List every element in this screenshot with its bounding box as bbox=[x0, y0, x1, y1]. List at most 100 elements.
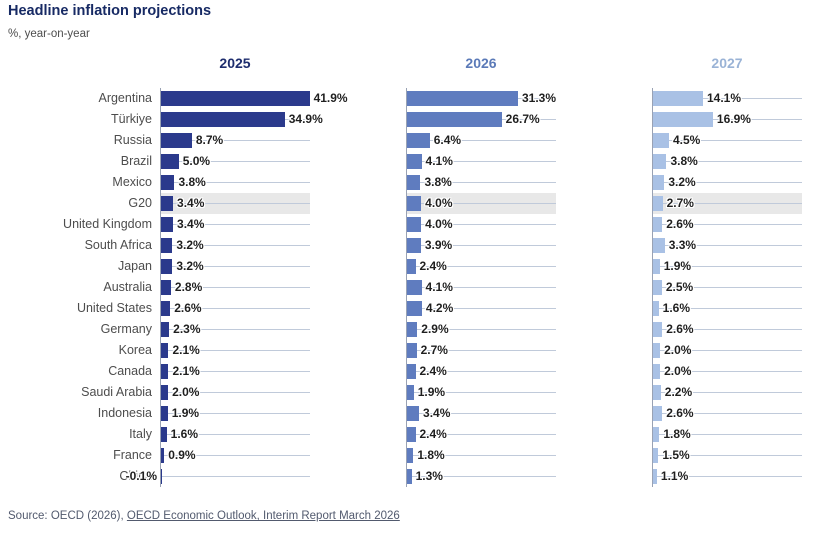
value-label-2027-g20: 2.7% bbox=[666, 196, 694, 210]
bar-2027-g20 bbox=[653, 196, 663, 211]
value-label-2027-canada: 2.0% bbox=[664, 364, 692, 378]
column-header-2025: 2025 bbox=[219, 55, 251, 71]
gridline bbox=[653, 119, 802, 120]
country-label-united-states: United States bbox=[76, 301, 152, 315]
bar-2026-united-states bbox=[407, 301, 422, 316]
value-label-2027-t-rkiye: 16.9% bbox=[716, 112, 751, 126]
value-label-2025-france: 0.9% bbox=[168, 448, 196, 462]
value-label-2025-korea: 2.1% bbox=[172, 343, 200, 357]
gridline bbox=[653, 161, 802, 162]
gridline bbox=[407, 140, 556, 141]
gridline bbox=[407, 308, 556, 309]
bar-2025-china bbox=[160, 469, 161, 484]
gridline bbox=[161, 140, 310, 141]
country-label-japan: Japan bbox=[117, 259, 152, 273]
gridline bbox=[407, 371, 556, 372]
value-label-2026-canada: 2.4% bbox=[419, 364, 447, 378]
gridline bbox=[407, 329, 556, 330]
gridline bbox=[407, 434, 556, 435]
gridline bbox=[161, 224, 310, 225]
country-label-france: France bbox=[113, 448, 152, 462]
value-label-2027-russia: 4.5% bbox=[672, 133, 701, 147]
panel-2027: 14.1% 16.9% 4.5% 3.8% 3.2% 2.7% 2.6% 3.3% 1.9% 2.… bbox=[652, 88, 802, 487]
gridline bbox=[407, 476, 556, 477]
value-label-2026-united-states: 4.2% bbox=[425, 301, 454, 315]
bar-2027-saudi-arabia bbox=[653, 385, 661, 400]
value-label-2026-saudi-arabia: 1.9% bbox=[417, 385, 446, 399]
bar-2026-indonesia bbox=[407, 406, 420, 421]
bar-2026-korea bbox=[407, 343, 417, 358]
page-title: Headline inflation projections bbox=[8, 3, 212, 19]
value-label-2025-united-states: 2.6% bbox=[174, 301, 202, 315]
value-label-2027-saudi-arabia: 2.2% bbox=[664, 385, 693, 399]
bar-2026-china bbox=[407, 469, 412, 484]
bar-2025-indonesia bbox=[161, 406, 168, 421]
value-label-2025-indonesia: 1.9% bbox=[171, 406, 200, 420]
bar-2027-japan bbox=[653, 259, 660, 274]
country-label-russia: Russia bbox=[113, 133, 152, 147]
source-prefix: Source: OECD (2026), bbox=[8, 510, 127, 522]
value-label-2025-south-africa: 3.2% bbox=[176, 238, 204, 252]
gridline bbox=[653, 266, 802, 267]
panel-2026: 31.3% 26.7% 6.4% 4.1% 3.8% 4.0% 4.0% 3.9% 2.4% 4.… bbox=[406, 88, 556, 487]
value-label-2025-japan: 3.2% bbox=[176, 259, 204, 273]
bar-2025-australia bbox=[161, 280, 171, 295]
gridline bbox=[161, 371, 310, 372]
bar-2026-australia bbox=[407, 280, 422, 295]
value-label-2027-brazil: 3.8% bbox=[670, 154, 698, 168]
value-label-2026-korea: 2.7% bbox=[420, 343, 448, 357]
value-label-2027-japan: 1.9% bbox=[663, 259, 692, 273]
bar-2025-russia bbox=[161, 133, 192, 148]
page-subtitle: %, year-on-year bbox=[8, 28, 90, 40]
bar-2027-united-states bbox=[653, 301, 659, 316]
value-label-2025-t-rkiye: 34.9% bbox=[288, 112, 323, 126]
bar-2027-indonesia bbox=[653, 406, 663, 421]
value-label-2025-g20: 3.4% bbox=[177, 196, 205, 210]
value-label-2026-china: 1.3% bbox=[415, 469, 443, 483]
bar-2026-italy bbox=[407, 427, 416, 442]
bar-2026-japan bbox=[407, 259, 416, 274]
gridline bbox=[653, 371, 802, 372]
country-label-brazil: Brazil bbox=[120, 154, 152, 168]
bar-2026-g20 bbox=[407, 196, 422, 211]
value-label-2025-united-kingdom: 3.4% bbox=[177, 217, 205, 231]
gridline bbox=[653, 203, 802, 204]
value-label-2026-united-kingdom: 4.0% bbox=[425, 217, 453, 231]
bar-2025-t-rkiye bbox=[161, 112, 285, 127]
bar-2026-france bbox=[407, 448, 414, 463]
gridline bbox=[653, 434, 802, 435]
bar-2027-brazil bbox=[653, 154, 667, 169]
bar-2027-italy bbox=[653, 427, 660, 442]
bar-2025-united-kingdom bbox=[161, 217, 174, 232]
bar-2027-france bbox=[653, 448, 659, 463]
value-label-2025-brazil: 5.0% bbox=[182, 154, 211, 168]
column-header-2026: 2026 bbox=[465, 55, 497, 71]
bar-2027-australia bbox=[653, 280, 662, 295]
value-label-2027-united-kingdom: 2.6% bbox=[666, 217, 694, 231]
gridline bbox=[161, 434, 310, 435]
gridline bbox=[407, 350, 556, 351]
gridline bbox=[161, 329, 310, 330]
bar-2026-brazil bbox=[407, 154, 422, 169]
gridline bbox=[161, 476, 310, 477]
bar-2025-g20 bbox=[161, 196, 174, 211]
gridline bbox=[407, 455, 556, 456]
value-label-2025-russia: 8.7% bbox=[195, 133, 224, 147]
value-label-2025-saudi-arabia: 2.0% bbox=[172, 385, 200, 399]
gridline bbox=[407, 182, 556, 183]
bar-2026-argentina bbox=[407, 91, 518, 106]
bar-2025-south-africa bbox=[161, 238, 173, 253]
value-label-2026-russia: 6.4% bbox=[433, 133, 462, 147]
value-label-2027-indonesia: 2.6% bbox=[666, 406, 694, 420]
bar-2027-china bbox=[653, 469, 657, 484]
source-line: Source: OECD (2026), OECD Economic Outlo… bbox=[8, 510, 400, 522]
bar-2025-italy bbox=[161, 427, 167, 442]
gridline bbox=[653, 413, 802, 414]
country-label-australia: Australia bbox=[103, 280, 152, 294]
panel-2025: 41.9% 34.9% 8.7% 5.0% 3.8% 3.4% 3.4% 3.2% 3.2% 2.… bbox=[126, 88, 348, 487]
country-label-china: China bbox=[119, 469, 152, 483]
source-link[interactable]: OECD Economic Outlook, Interim Report Ma… bbox=[126, 510, 400, 522]
value-label-2027-france: 1.5% bbox=[662, 448, 690, 462]
bar-2025-united-states bbox=[161, 301, 171, 316]
gridline bbox=[407, 413, 556, 414]
